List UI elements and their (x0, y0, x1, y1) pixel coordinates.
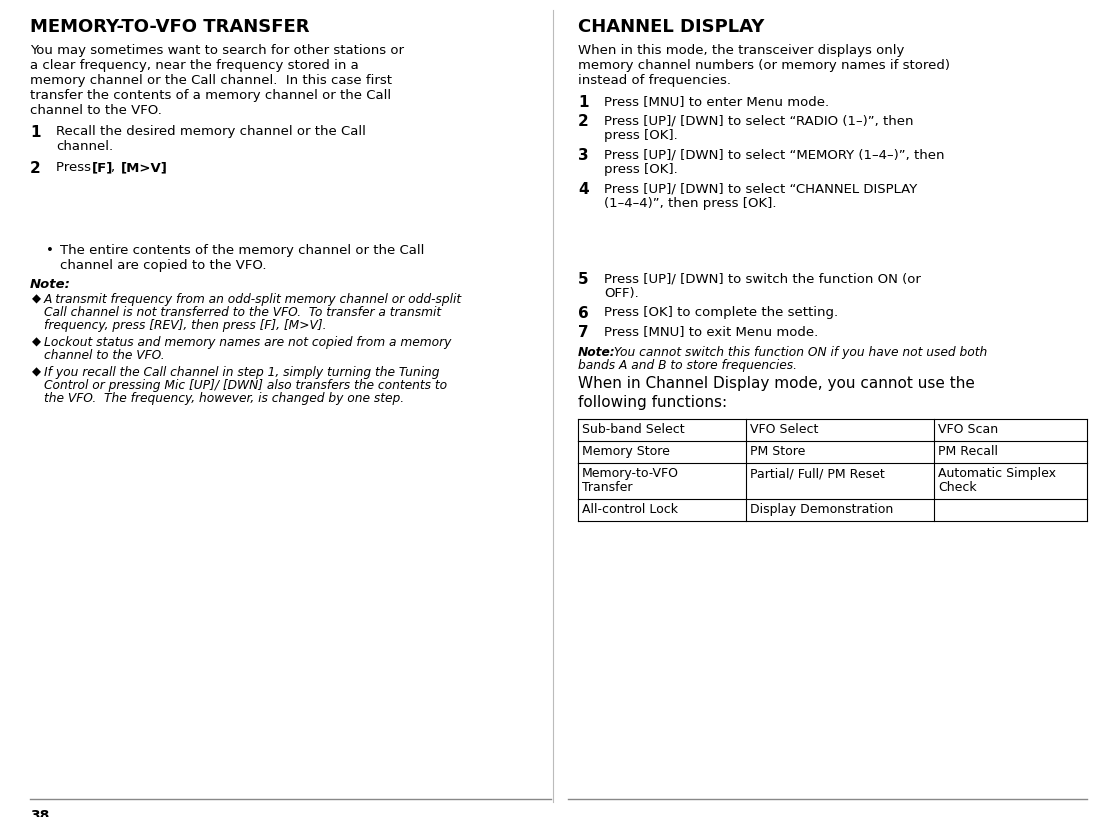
Text: Press [OK] to complete the setting.: Press [OK] to complete the setting. (604, 306, 838, 319)
Text: Recall the desired memory channel or the Call: Recall the desired memory channel or the… (56, 125, 366, 138)
Text: transfer the contents of a memory channel or the Call: transfer the contents of a memory channe… (30, 89, 391, 102)
Text: channel to the VFO.: channel to the VFO. (30, 104, 162, 117)
Text: You cannot switch this function ON if you have not used both: You cannot switch this function ON if yo… (610, 346, 987, 359)
Text: Press [UP]/ [DWN] to switch the function ON (or: Press [UP]/ [DWN] to switch the function… (604, 272, 921, 285)
Text: Press [UP]/ [DWN] to select “CHANNEL DISPLAY: Press [UP]/ [DWN] to select “CHANNEL DIS… (604, 182, 918, 195)
Text: Display Demonstration: Display Demonstration (750, 503, 893, 516)
Text: OFF).: OFF). (604, 287, 639, 300)
Text: 6: 6 (578, 306, 589, 321)
Text: Partial/ Full/ PM Reset: Partial/ Full/ PM Reset (750, 467, 884, 480)
Text: 1: 1 (30, 125, 40, 140)
Text: Lockout status and memory names are not copied from a memory: Lockout status and memory names are not … (43, 336, 452, 349)
Text: Memory Store: Memory Store (582, 445, 670, 458)
Text: Call channel is not transferred to the VFO.  To transfer a transmit: Call channel is not transferred to the V… (43, 306, 442, 319)
Text: ◆: ◆ (32, 336, 41, 349)
Text: 2: 2 (578, 114, 589, 129)
Text: ◆: ◆ (32, 293, 41, 306)
Text: MEMORY-TO-VFO TRANSFER: MEMORY-TO-VFO TRANSFER (30, 18, 310, 36)
Text: Sub-band Select: Sub-band Select (582, 423, 685, 436)
Text: The entire contents of the memory channel or the Call: The entire contents of the memory channe… (60, 244, 425, 257)
Text: PM Recall: PM Recall (938, 445, 998, 458)
Text: ◆: ◆ (32, 366, 41, 379)
Text: instead of frequencies.: instead of frequencies. (578, 74, 731, 87)
Text: 2: 2 (30, 161, 41, 176)
Text: ,: , (112, 161, 119, 174)
Text: VFO Scan: VFO Scan (938, 423, 998, 436)
Text: 3: 3 (578, 148, 589, 163)
Text: 4: 4 (578, 182, 589, 197)
Text: (1–4–4)”, then press [OK].: (1–4–4)”, then press [OK]. (604, 197, 776, 210)
Text: Note:: Note: (578, 346, 615, 359)
Text: press [OK].: press [OK]. (604, 129, 678, 142)
Text: [M>V]: [M>V] (122, 161, 168, 174)
Text: Press [MNU] to enter Menu mode.: Press [MNU] to enter Menu mode. (604, 95, 830, 108)
Text: a clear frequency, near the frequency stored in a: a clear frequency, near the frequency st… (30, 59, 359, 72)
Text: Check: Check (938, 481, 977, 494)
Text: PM Store: PM Store (750, 445, 805, 458)
Text: Note:: Note: (30, 278, 71, 291)
Text: CHANNEL DISPLAY: CHANNEL DISPLAY (578, 18, 765, 36)
Text: Automatic Simplex: Automatic Simplex (938, 467, 1056, 480)
Text: VFO Select: VFO Select (750, 423, 818, 436)
Text: 5: 5 (578, 272, 589, 287)
Text: Press [MNU] to exit Menu mode.: Press [MNU] to exit Menu mode. (604, 325, 818, 338)
Text: When in this mode, the transceiver displays only: When in this mode, the transceiver displ… (578, 44, 904, 57)
Text: Control or pressing Mic [UP]/ [DWN] also transfers the contents to: Control or pressing Mic [UP]/ [DWN] also… (43, 379, 447, 392)
Text: memory channel or the Call channel.  In this case first: memory channel or the Call channel. In t… (30, 74, 392, 87)
Text: Memory-to-VFO: Memory-to-VFO (582, 467, 679, 480)
Text: 38: 38 (30, 809, 49, 817)
Text: If you recall the Call channel in step 1, simply turning the Tuning: If you recall the Call channel in step 1… (43, 366, 439, 379)
Text: .: . (162, 161, 166, 174)
Text: Press [UP]/ [DWN] to select “RADIO (1–)”, then: Press [UP]/ [DWN] to select “RADIO (1–)”… (604, 114, 913, 127)
Text: A transmit frequency from an odd-split memory channel or odd-split: A transmit frequency from an odd-split m… (43, 293, 462, 306)
Text: •: • (46, 244, 54, 257)
Text: channel are copied to the VFO.: channel are copied to the VFO. (60, 259, 266, 272)
Text: channel.: channel. (56, 140, 113, 153)
Text: [F]: [F] (93, 161, 114, 174)
Text: Press [UP]/ [DWN] to select “MEMORY (1–4–)”, then: Press [UP]/ [DWN] to select “MEMORY (1–4… (604, 148, 944, 161)
Text: press [OK].: press [OK]. (604, 163, 678, 176)
Text: 1: 1 (578, 95, 589, 110)
Text: following functions:: following functions: (578, 395, 727, 410)
Text: 7: 7 (578, 325, 589, 340)
Text: You may sometimes want to search for other stations or: You may sometimes want to search for oth… (30, 44, 404, 57)
Text: bands A and B to store frequencies.: bands A and B to store frequencies. (578, 359, 797, 372)
Text: frequency, press [REV], then press [F], [M>V].: frequency, press [REV], then press [F], … (43, 319, 327, 332)
Text: the VFO.  The frequency, however, is changed by one step.: the VFO. The frequency, however, is chan… (43, 392, 404, 405)
Text: Press: Press (56, 161, 95, 174)
Text: Transfer: Transfer (582, 481, 632, 494)
Text: All-control Lock: All-control Lock (582, 503, 678, 516)
Text: memory channel numbers (or memory names if stored): memory channel numbers (or memory names … (578, 59, 950, 72)
Text: channel to the VFO.: channel to the VFO. (43, 349, 165, 362)
Text: When in Channel Display mode, you cannot use the: When in Channel Display mode, you cannot… (578, 376, 975, 391)
